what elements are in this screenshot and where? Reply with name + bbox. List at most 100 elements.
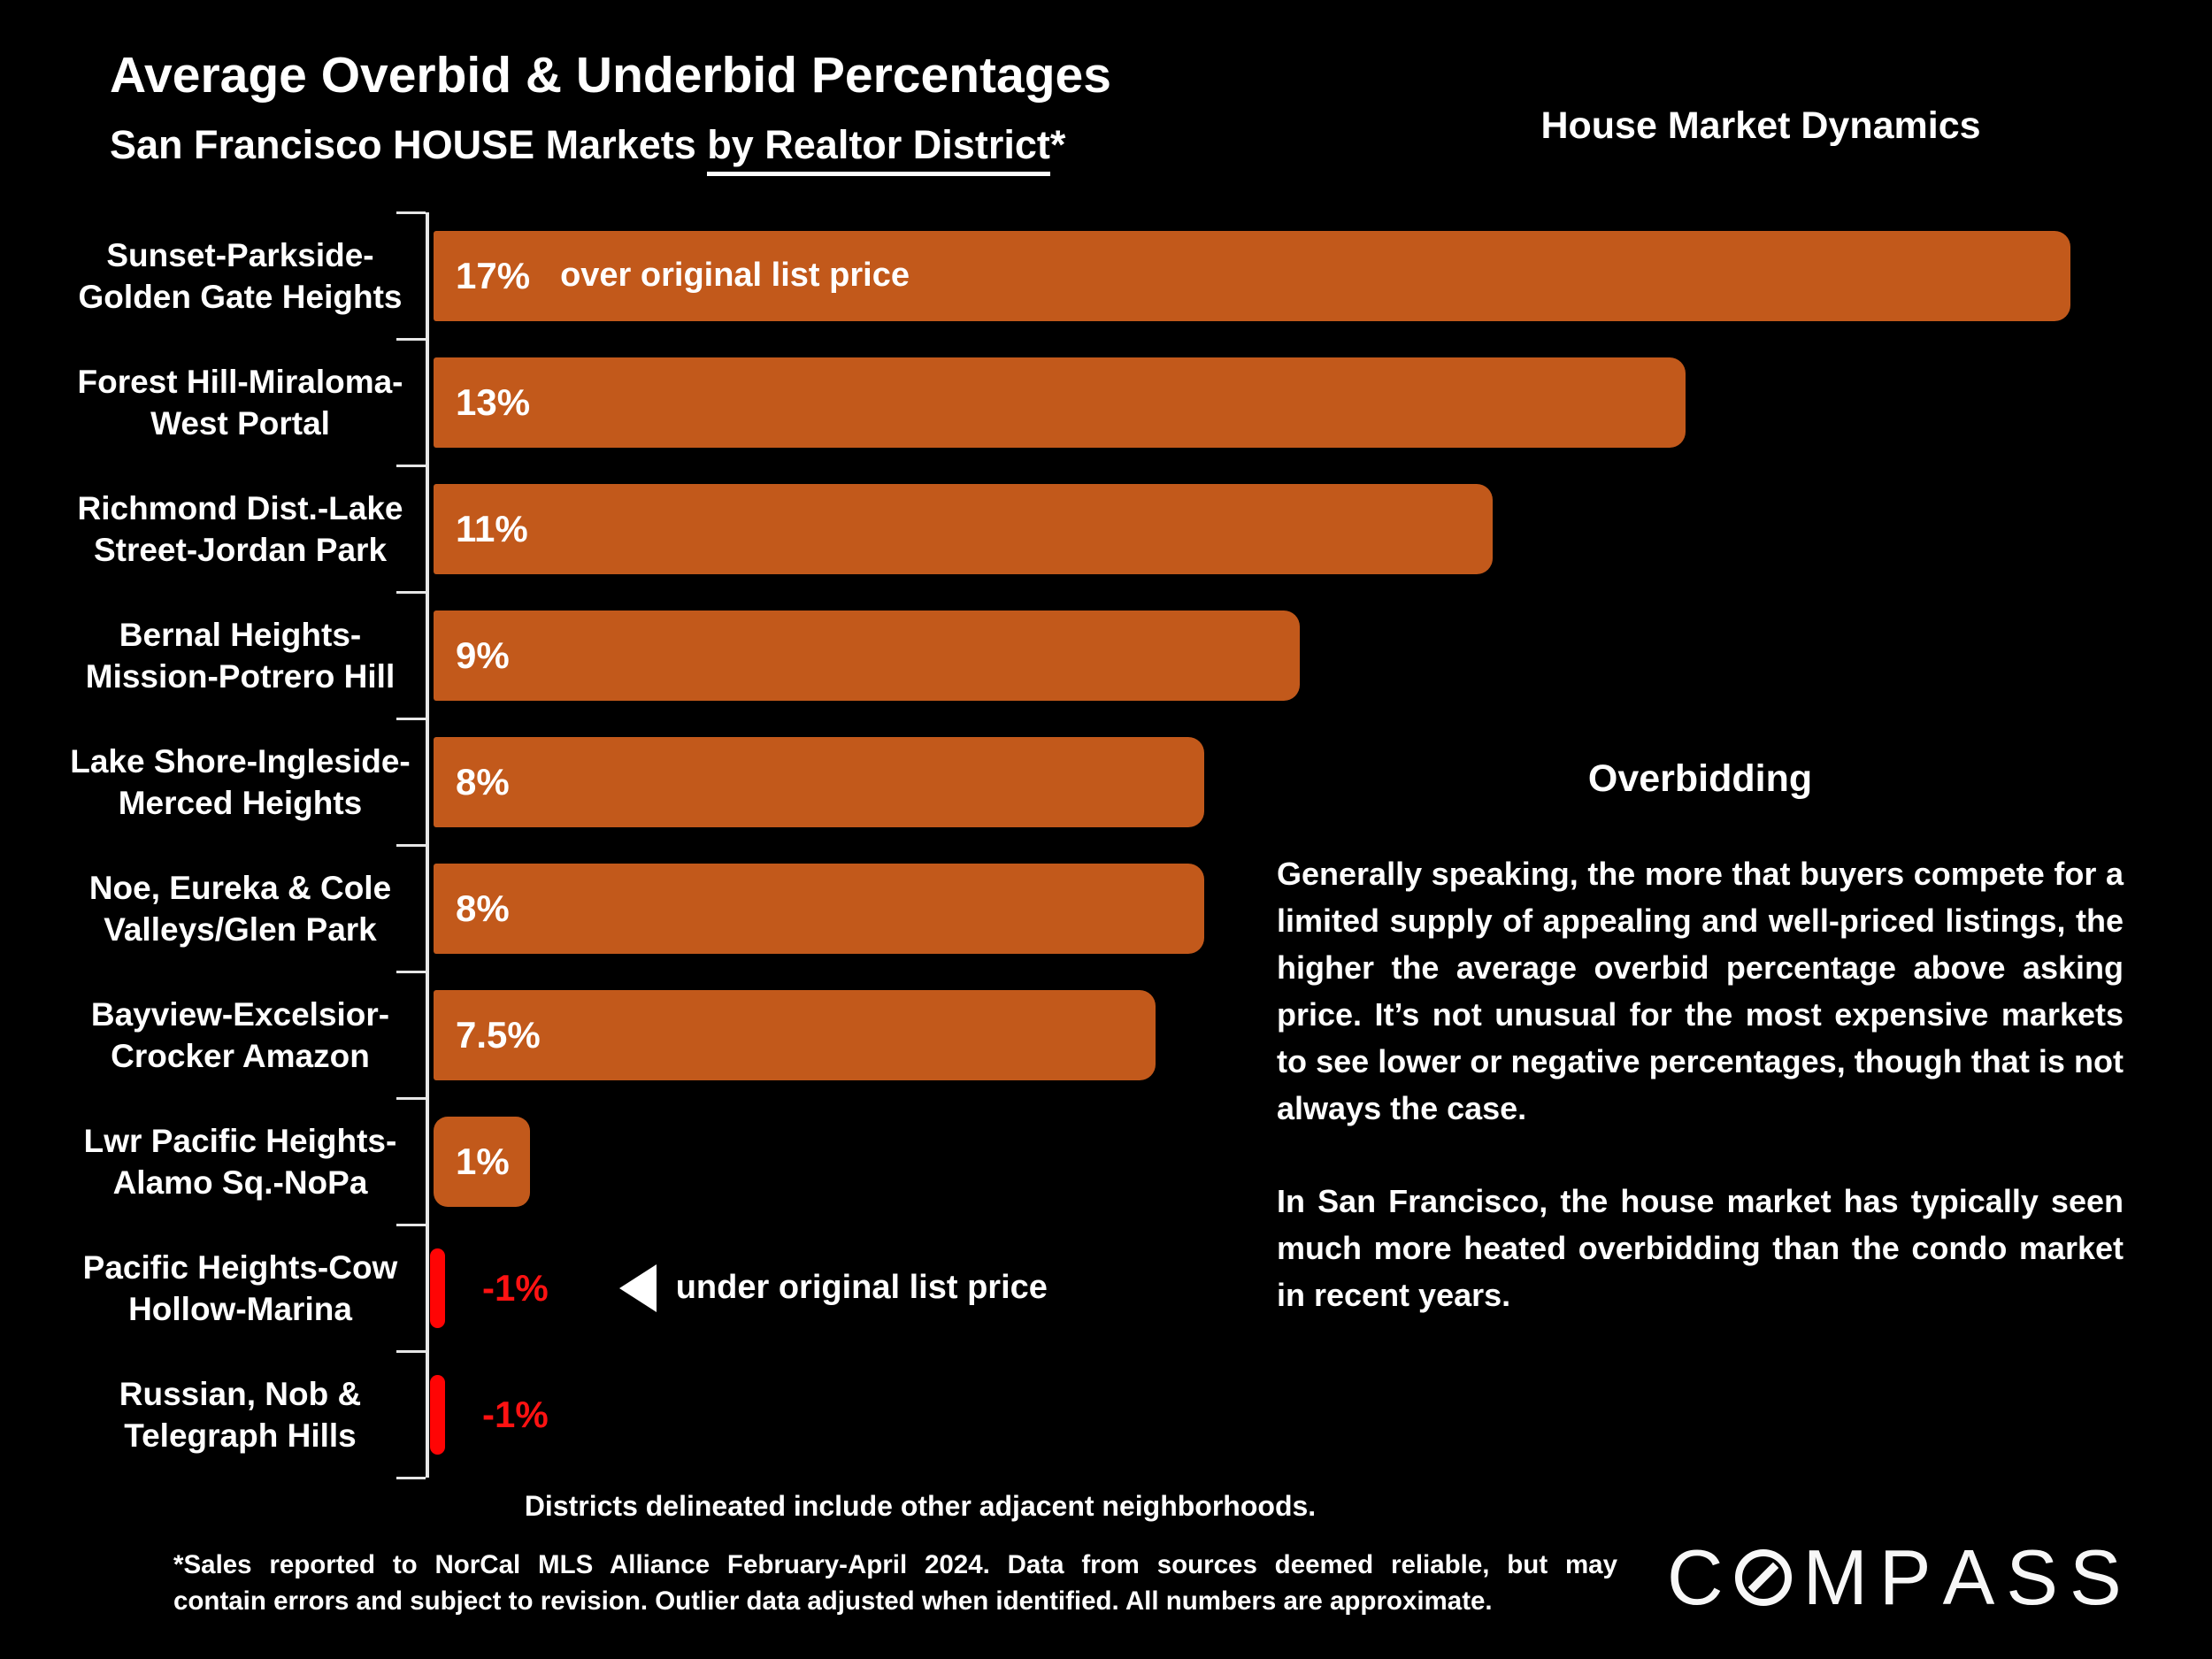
bar-value-label: 8% xyxy=(456,887,510,929)
chart-row: Richmond Dist.-Lake Street-Jordan Park 11% xyxy=(53,465,2088,592)
bar-positive: 8% xyxy=(434,736,1204,827)
category-label-line: Lwr Pacific Heights- xyxy=(83,1122,397,1159)
bar-positive: 7.5% xyxy=(434,989,1156,1080)
over-list-price-annotation: over original list price xyxy=(560,257,910,294)
category-label: Lwr Pacific Heights- Alamo Sq.-NoPa xyxy=(53,1098,427,1225)
category-label-line: Bernal Heights- xyxy=(119,616,362,653)
category-label-line: Telegraph Hills xyxy=(124,1417,357,1454)
category-label-line: Pacific Heights-Cow xyxy=(82,1248,398,1286)
chart-row: Pacific Heights-Cow Hollow-Marina -1% under… xyxy=(53,1225,2088,1351)
axis-tick xyxy=(396,1223,426,1226)
logo-letter: M xyxy=(1802,1533,1868,1621)
side-panel-paragraph-2: In San Francisco, the house market has t… xyxy=(1277,1183,2124,1313)
category-label-line: Mission-Potrero Hill xyxy=(85,657,396,695)
category-label: Bayview-Excelsior- Crocker Amazon xyxy=(53,972,427,1098)
chart-row: Noe, Eureka & Cole Valleys/Glen Park 8% xyxy=(53,845,2088,972)
bar-positive: 9% xyxy=(434,610,1301,701)
bar-value-label: 8% xyxy=(456,760,510,803)
axis-tick xyxy=(396,211,426,214)
bar-cell: 11% xyxy=(427,465,2088,592)
logo-letter: A xyxy=(1942,1533,1995,1621)
bar-cell: 17% over original list price xyxy=(427,212,2088,339)
bar-value-label: 17% xyxy=(456,254,531,296)
districts-note: Districts delineated include other adjac… xyxy=(524,1490,1317,1522)
page-title: Average Overbid & Underbid Percentages xyxy=(110,47,1111,104)
bar-cell: -1% under original list price xyxy=(427,1225,2088,1351)
category-label-line: Bayview-Excelsior- xyxy=(90,995,390,1033)
logo-letter: S xyxy=(2006,1533,2058,1621)
bar-negative xyxy=(430,1374,445,1455)
bar-value-label: -1% xyxy=(482,1393,549,1435)
category-label-line: Noe, Eureka & Cole xyxy=(88,869,392,906)
left-arrow-icon xyxy=(618,1263,657,1312)
chart-row: Bayview-Excelsior- Crocker Amazon 7.5% xyxy=(53,972,2088,1098)
axis-tick xyxy=(396,590,426,594)
category-label: Noe, Eureka & Cole Valleys/Glen Park xyxy=(53,845,427,972)
category-label-line: West Portal xyxy=(150,404,330,442)
bar-cell: 9% xyxy=(427,592,2088,718)
bar-positive: 11% xyxy=(434,483,1494,574)
side-panel-paragraph-1: Generally speaking, the more that buyers… xyxy=(1277,856,2124,1126)
axis-tick xyxy=(396,464,426,467)
bar-positive: 13% xyxy=(434,357,1686,448)
bar-positive: 1% xyxy=(434,1116,530,1207)
bar-value-label: 9% xyxy=(456,634,510,676)
logo-letter: C xyxy=(1667,1533,1724,1621)
category-label-line: Valleys/Glen Park xyxy=(104,910,377,948)
axis-tick xyxy=(396,970,426,973)
bar-positive: 17% over original list price xyxy=(434,230,2070,321)
axis-tick xyxy=(396,843,426,847)
category-label-line: Merced Heights xyxy=(118,784,363,821)
bar-value-label: 13% xyxy=(456,380,531,423)
category-label: Sunset-Parkside- Golden Gate Heights xyxy=(53,212,427,339)
bar-negative xyxy=(430,1248,445,1328)
page-subtitle: San Francisco HOUSE Markets by Realtor D… xyxy=(110,122,1066,176)
footnote: *Sales reported to NorCal MLS Alliance F… xyxy=(173,1547,1617,1619)
logo-letter: S xyxy=(2069,1533,2122,1621)
category-label-line: Lake Shore-Ingleside- xyxy=(70,742,411,780)
side-panel-heading: Overbidding xyxy=(1587,757,1813,800)
category-label-line: Golden Gate Heights xyxy=(78,278,403,315)
bar-cell: -1% xyxy=(427,1351,2088,1478)
subtitle-asterisk: * xyxy=(1049,122,1066,167)
under-list-price-text: under original list price xyxy=(675,1269,1048,1306)
chart-row: Bernal Heights- Mission-Potrero Hill 9% xyxy=(53,592,2088,718)
subtitle-underlined: by Realtor District xyxy=(707,122,1050,176)
category-label-line: Hollow-Marina xyxy=(128,1290,352,1327)
category-label-line: Forest Hill-Miraloma- xyxy=(77,363,403,400)
compass-o-needle-icon xyxy=(1734,1549,1792,1606)
chart-row: Forest Hill-Miraloma- West Portal 13% xyxy=(53,339,2088,465)
footnote-line-1: *Sales reported to NorCal MLS Alliance F… xyxy=(173,1550,1617,1579)
bar-cell: 8% xyxy=(427,845,2088,972)
compass-needle-slash xyxy=(1747,1562,1778,1594)
axis-tick xyxy=(396,717,426,720)
axis-tick xyxy=(396,337,426,341)
bar-cell: 7.5% xyxy=(427,972,2088,1098)
category-label-line: Alamo Sq.-NoPa xyxy=(112,1164,368,1201)
logo-letter: P xyxy=(1878,1533,1932,1621)
category-label: Richmond Dist.-Lake Street-Jordan Park xyxy=(53,465,427,592)
axis-tick xyxy=(396,1476,426,1479)
overbid-bar-chart: Sunset-Parkside- Golden Gate Heights 17% ov… xyxy=(53,211,2088,1479)
category-label-line: Richmond Dist.-Lake xyxy=(77,489,403,526)
category-label-line: Sunset-Parkside- xyxy=(106,236,374,273)
footnote-line-2: contain errors and subject to revision. … xyxy=(173,1586,1493,1616)
bar-value-label: 7.5% xyxy=(456,1013,541,1056)
bar-value-label: 1% xyxy=(456,1140,510,1182)
y-axis-line xyxy=(426,212,429,1478)
axis-tick xyxy=(396,1096,426,1100)
chart-row: Lwr Pacific Heights- Alamo Sq.-NoPa 1% xyxy=(53,1098,2088,1225)
bar-cell: 1% xyxy=(427,1098,2088,1225)
category-label: Pacific Heights-Cow Hollow-Marina xyxy=(53,1225,427,1351)
category-label: Bernal Heights- Mission-Potrero Hill xyxy=(53,592,427,718)
side-panel: Overbidding Generally speaking, the more… xyxy=(1277,757,2124,1364)
category-label: Forest Hill-Miraloma- West Portal xyxy=(53,339,427,465)
bar-cell: 8% xyxy=(427,718,2088,845)
axis-tick xyxy=(396,1349,426,1353)
header-right-title: House Market Dynamics xyxy=(1540,104,1981,147)
chart-row: Sunset-Parkside- Golden Gate Heights 17% ov… xyxy=(53,212,2088,339)
category-label: Russian, Nob & Telegraph Hills xyxy=(53,1351,427,1478)
category-label-line: Street-Jordan Park xyxy=(93,531,388,568)
